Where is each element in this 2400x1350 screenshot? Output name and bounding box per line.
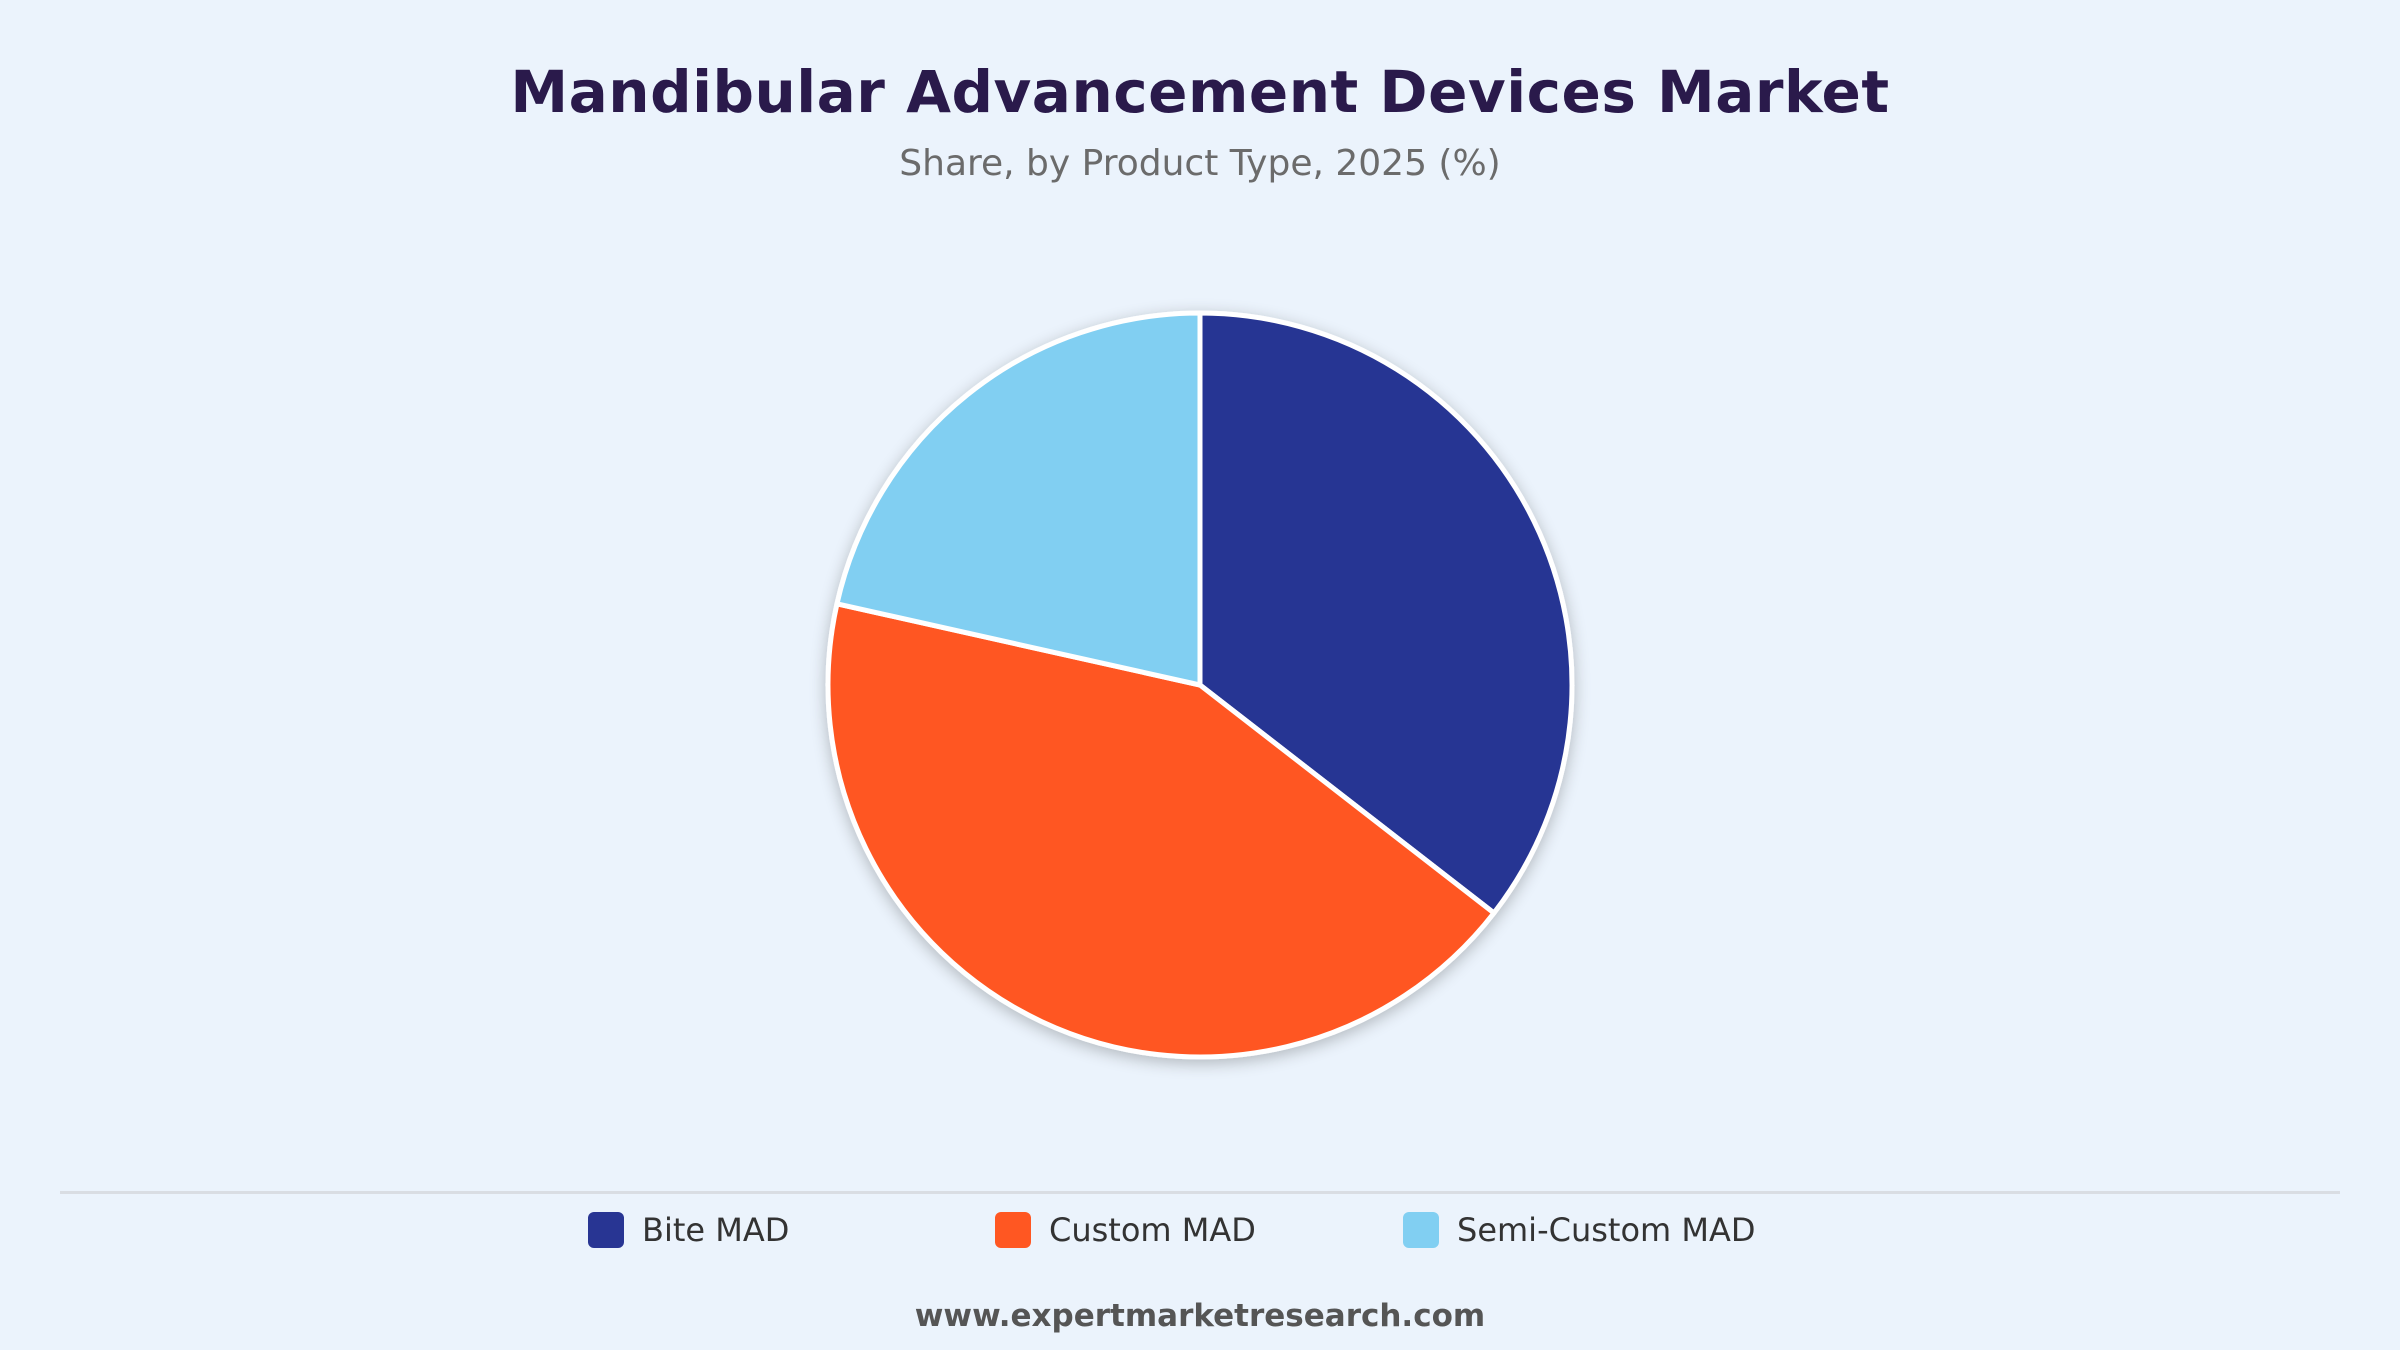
legend-swatch-custom-mad [995,1212,1031,1248]
pie-slice-custom-mad[interactable] [825,601,1497,1060]
pie-slice-semi-custom-mad[interactable] [834,310,1203,688]
legend: Bite MAD Custom MAD Semi-Custom MAD [0,1208,2400,1252]
legend-item-custom-mad[interactable]: Custom MAD [995,1208,1256,1252]
legend-item-semi-custom-mad[interactable]: Semi-Custom MAD [1403,1208,1756,1252]
legend-item-bite-mad[interactable]: Bite MAD [588,1208,789,1252]
chart-title: Mandibular Advancement Devices Market [510,58,1890,126]
chart-subtitle: Share, by Product Type, 2025 (%) [899,143,1501,184]
legend-swatch-bite-mad [588,1212,624,1248]
legend-label-semi-custom-mad: Semi-Custom MAD [1457,1211,1756,1249]
pie-slice-bite-mad[interactable] [1197,310,1575,916]
pie-slices [825,310,1575,1060]
legend-swatch-semi-custom-mad [1403,1212,1439,1248]
legend-divider [60,1191,2340,1194]
source-url[interactable]: www.expertmarketresearch.com [914,1298,1486,1334]
legend-label-bite-mad: Bite MAD [642,1211,790,1249]
legend-label-custom-mad: Custom MAD [1049,1211,1256,1249]
